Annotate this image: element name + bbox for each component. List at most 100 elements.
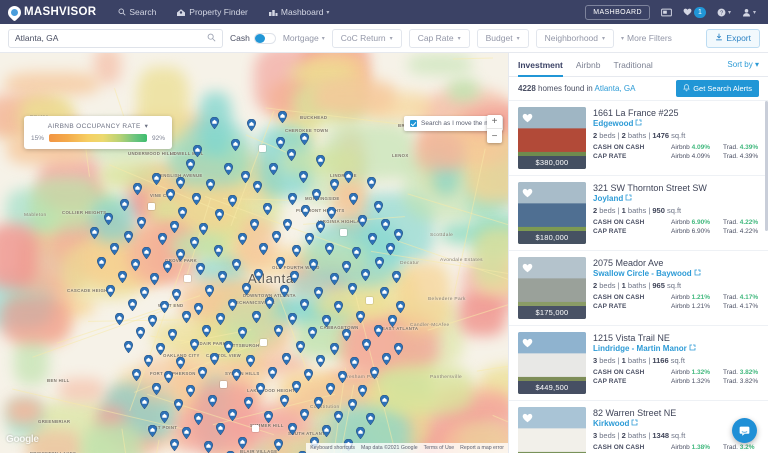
map-property-pin[interactable] [168,329,177,341]
map-property-pin[interactable] [394,343,403,355]
map-property-pin[interactable] [120,199,129,211]
map-property-pin[interactable] [186,159,195,171]
map-property-pin[interactable] [288,313,297,325]
map-property-pin[interactable] [228,195,237,207]
map-property-pin[interactable] [97,257,106,269]
external-link-icon[interactable] [631,419,638,428]
map-property-pin[interactable] [322,425,331,437]
map-property-pin[interactable] [242,283,251,295]
listing-card[interactable]: $380,000 1661 La France #225 Edgewood 2 … [509,101,768,176]
report-map-error-link[interactable]: Report a map error [460,445,504,451]
map-property-pin[interactable] [131,259,140,271]
map-property-pin[interactable] [132,369,141,381]
map-property-pin[interactable] [246,355,255,367]
terms-of-use-link[interactable]: Terms of Use [423,445,455,451]
map-property-pin[interactable] [194,413,203,425]
map-property-pin[interactable] [193,145,202,157]
listing-neighborhood[interactable]: Swallow Circle - Baywood [593,269,759,278]
map-property-pin[interactable] [216,423,225,435]
map-property-pin[interactable] [176,177,185,189]
map-property-pin[interactable] [115,313,124,325]
map-property-pin[interactable] [202,325,211,337]
map-cluster-marker[interactable] [220,381,227,388]
map-property-pin[interactable] [280,285,289,297]
map-property-pin[interactable] [90,227,99,239]
map-property-pin[interactable] [263,203,272,215]
map-property-pin[interactable] [136,327,145,339]
listing-card[interactable]: $180,000 321 SW Thornton Street SW Joyla… [509,176,768,251]
map-property-pin[interactable] [182,311,191,323]
map-property-pin[interactable] [352,247,361,259]
listing-address[interactable]: 82 Warren Street NE [593,408,677,418]
map-property-pin[interactable] [269,163,278,175]
map-property-pin[interactable] [160,411,169,423]
map-property-pin[interactable] [224,341,233,353]
map-property-pin[interactable] [382,353,391,365]
map-property-pin[interactable] [342,329,351,341]
map-property-pin[interactable] [250,219,259,231]
map-property-pin[interactable] [309,259,318,271]
search-as-i-move-checkbox[interactable]: Search as I move the map [404,116,503,131]
map-property-pin[interactable] [356,427,365,439]
listing-thumbnail[interactable]: $180,000 [518,182,586,244]
nav-item-search[interactable]: Search [118,7,156,17]
map-cluster-marker[interactable] [148,203,155,210]
map-property-pin[interactable] [259,243,268,255]
map-property-pin[interactable] [148,315,157,327]
map-property-pin[interactable] [314,287,323,299]
external-link-icon[interactable] [635,119,642,128]
favorite-heart-icon[interactable] [522,110,533,123]
cash-mortgage-switch[interactable] [253,32,276,44]
map-property-pin[interactable] [148,425,157,437]
map-property-pin[interactable] [241,171,250,183]
map-property-pin[interactable] [292,381,301,393]
tab-traditional[interactable]: Traditional [613,59,653,70]
listing-thumbnail[interactable]: $449,500 [518,332,586,394]
map-property-pin[interactable] [274,325,283,337]
map-property-pin[interactable] [216,313,225,325]
map-property-pin[interactable] [392,271,401,283]
map-property-pin[interactable] [253,181,262,193]
map-cluster-marker[interactable] [366,297,373,304]
favorite-heart-icon[interactable] [522,260,533,273]
map-property-pin[interactable] [381,219,390,231]
favorite-heart-icon[interactable] [522,335,533,348]
map-property-pin[interactable] [394,229,403,241]
map-property-pin[interactable] [265,297,274,309]
map-property-pin[interactable] [268,367,277,379]
map-property-pin[interactable] [322,315,331,327]
map-property-pin[interactable] [178,207,187,219]
map-property-pin[interactable] [288,423,297,435]
map-property-pin[interactable] [380,287,389,299]
map-cluster-marker[interactable] [259,145,266,152]
map-property-pin[interactable] [140,397,149,409]
tab-investment[interactable]: Investment [518,53,563,77]
map-property-pin[interactable] [152,383,161,395]
external-link-icon[interactable] [625,194,632,203]
map-property-pin[interactable] [196,263,205,275]
map-property-pin[interactable] [368,233,377,245]
tab-airbnb[interactable]: Airbnb [575,59,601,70]
map-property-pin[interactable] [144,355,153,367]
map-property-pin[interactable] [304,369,313,381]
listing-address[interactable]: 1661 La France #225 [593,108,679,118]
map-property-pin[interactable] [375,257,384,269]
map-property-pin[interactable] [326,383,335,395]
zoom-out-button[interactable]: − [491,130,498,142]
map-property-pin[interactable] [174,399,183,411]
map-cluster-marker[interactable] [252,425,259,432]
mashboard-pill-button[interactable]: MASHBOARD [585,4,650,20]
map-property-pin[interactable] [287,149,296,161]
legend-title-row[interactable]: AIRBNB OCCUPANCY RATE ▾ [31,122,165,131]
listing-thumbnail[interactable]: $380,000 [518,107,586,169]
map-property-pin[interactable] [316,155,325,167]
map-property-pin[interactable] [232,259,241,271]
map-property-pin[interactable] [215,209,224,221]
filter-cap-rate[interactable]: Cap Rate ▾ [408,28,470,48]
location-search-box[interactable] [8,28,223,48]
favorites-heart-icon[interactable]: 1 [683,6,706,18]
results-location-link[interactable]: Atlanta, GA [594,84,636,93]
listing-thumbnail[interactable]: $175,000 [518,257,586,319]
chat-bubble-icon[interactable] [732,418,757,443]
map-property-pin[interactable] [370,367,379,379]
